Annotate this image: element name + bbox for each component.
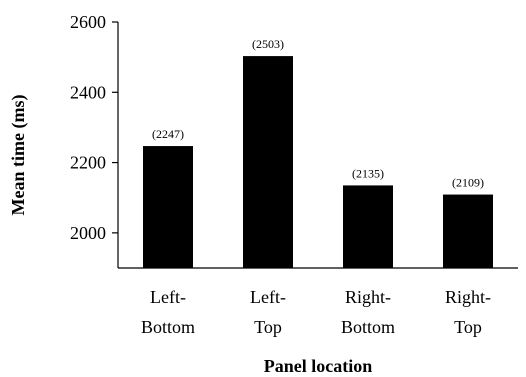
x-category-label: Right-Bottom (341, 287, 395, 337)
x-axis-title: Panel location (264, 356, 373, 376)
bar-data-label: (2247) (152, 127, 184, 141)
bar (343, 185, 393, 268)
bars (143, 56, 493, 269)
y-tick-label: 2200 (70, 153, 106, 173)
x-axis: Left-Bottom Left-Top Right-Bottom Right-Top (118, 267, 518, 337)
bar (243, 56, 293, 269)
bar (143, 146, 193, 268)
x-category-label: Left-Bottom (141, 287, 195, 337)
y-axis-title: Mean time (ms) (8, 95, 29, 216)
x-category-label: Right-Top (445, 287, 491, 337)
y-axis: 2000 2200 2400 2600 (70, 12, 119, 268)
y-tick-label: 2600 (70, 12, 106, 32)
x-category-label: Left-Top (250, 287, 286, 337)
bar (443, 194, 493, 268)
bar-data-label: (2503) (252, 37, 284, 51)
bar-data-label: (2109) (452, 176, 484, 190)
data-labels: (2247) (2503) (2135) (2109) (152, 37, 484, 189)
y-tick-label: 2000 (70, 223, 106, 243)
y-tick-label: 2400 (70, 82, 106, 102)
bar-data-label: (2135) (352, 166, 384, 180)
